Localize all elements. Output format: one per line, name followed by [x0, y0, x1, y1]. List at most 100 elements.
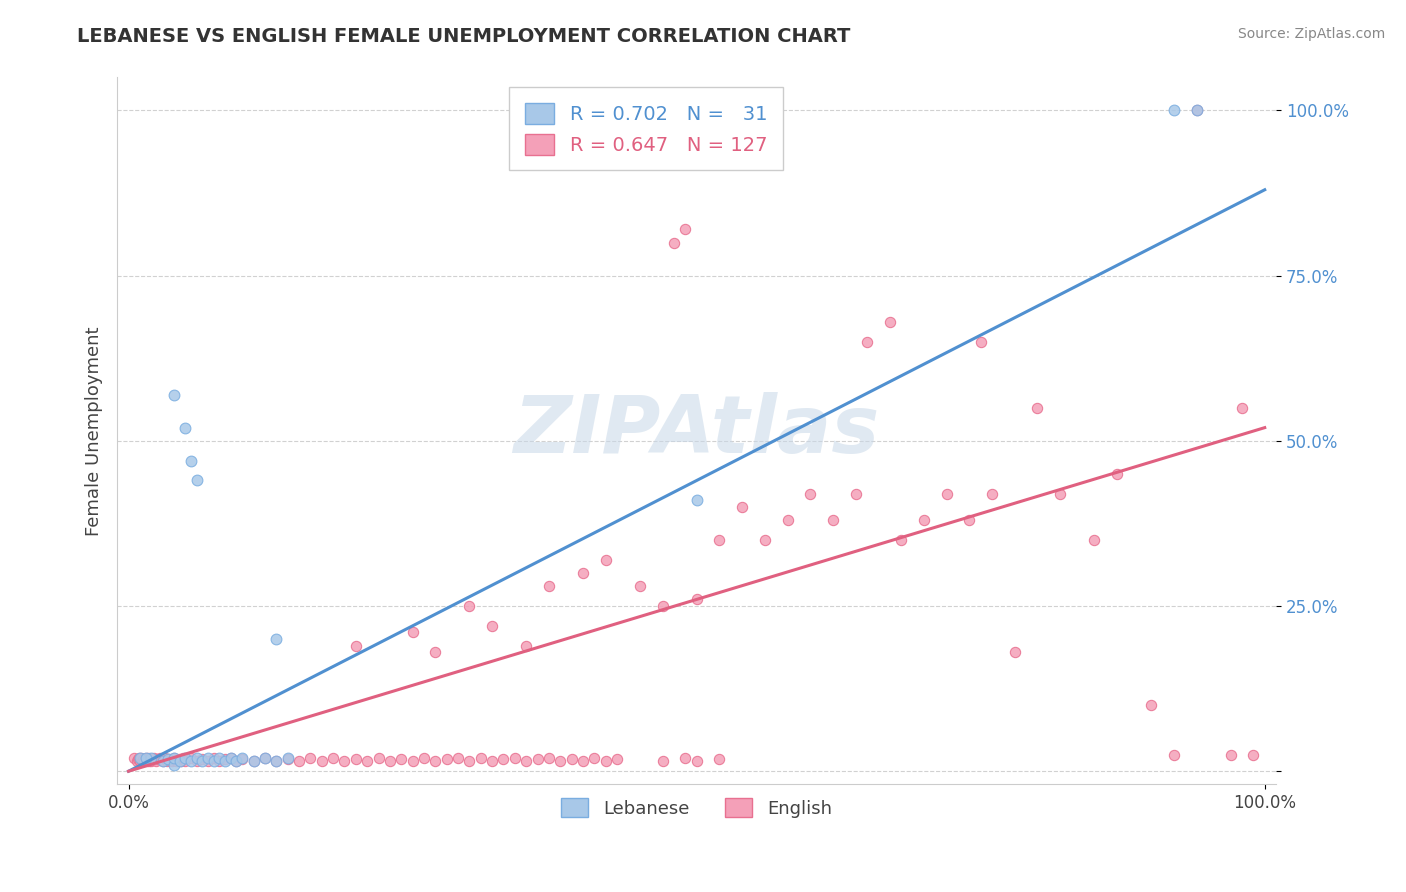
- Point: [174, 751, 197, 765]
- Point: [131, 754, 153, 768]
- Point: [503, 751, 526, 765]
- Point: [186, 751, 208, 765]
- Point: [139, 752, 162, 766]
- Point: [170, 754, 193, 768]
- Point: [146, 752, 169, 766]
- Point: [367, 751, 389, 765]
- Point: [662, 235, 685, 250]
- Point: [160, 754, 183, 768]
- Point: [156, 754, 179, 768]
- Point: [628, 579, 651, 593]
- Point: [799, 486, 821, 500]
- Point: [1105, 467, 1128, 481]
- Point: [197, 754, 219, 768]
- Point: [595, 553, 617, 567]
- Point: [1230, 401, 1253, 415]
- Point: [673, 222, 696, 236]
- Point: [152, 754, 174, 768]
- Point: [138, 754, 160, 768]
- Point: [1083, 533, 1105, 547]
- Point: [165, 754, 187, 768]
- Point: [264, 632, 287, 646]
- Point: [219, 751, 242, 765]
- Point: [180, 754, 202, 768]
- Point: [169, 754, 191, 768]
- Point: [167, 752, 190, 766]
- Point: [242, 754, 264, 768]
- Point: [159, 752, 181, 766]
- Point: [208, 754, 231, 768]
- Point: [447, 751, 470, 765]
- Text: Source: ZipAtlas.com: Source: ZipAtlas.com: [1237, 27, 1385, 41]
- Point: [912, 513, 935, 527]
- Point: [856, 334, 879, 349]
- Point: [344, 752, 367, 766]
- Point: [515, 639, 537, 653]
- Point: [186, 474, 208, 488]
- Point: [180, 751, 202, 765]
- Point: [537, 579, 560, 593]
- Point: [311, 754, 333, 768]
- Text: ZIPAtlas: ZIPAtlas: [513, 392, 880, 470]
- Point: [583, 751, 606, 765]
- Point: [264, 754, 287, 768]
- Point: [685, 493, 707, 508]
- Point: [191, 752, 214, 766]
- Point: [288, 754, 311, 768]
- Point: [845, 486, 868, 500]
- Point: [458, 754, 481, 768]
- Point: [458, 599, 481, 613]
- Point: [344, 639, 367, 653]
- Point: [526, 752, 548, 766]
- Point: [231, 751, 253, 765]
- Point: [481, 754, 503, 768]
- Point: [470, 751, 492, 765]
- Point: [356, 754, 378, 768]
- Legend: Lebanese, English: Lebanese, English: [554, 790, 839, 825]
- Point: [135, 751, 157, 765]
- Point: [673, 751, 696, 765]
- Point: [135, 751, 157, 765]
- Point: [935, 486, 957, 500]
- Point: [378, 754, 401, 768]
- Point: [754, 533, 776, 547]
- Point: [145, 754, 167, 768]
- Point: [129, 754, 152, 768]
- Point: [127, 752, 149, 766]
- Point: [1163, 103, 1185, 118]
- Point: [219, 751, 242, 765]
- Point: [685, 592, 707, 607]
- Point: [231, 752, 253, 766]
- Point: [174, 754, 197, 768]
- Point: [264, 754, 287, 768]
- Point: [1241, 747, 1264, 762]
- Point: [389, 752, 412, 766]
- Point: [202, 751, 225, 765]
- Point: [152, 754, 174, 768]
- Point: [141, 754, 163, 768]
- Point: [1219, 747, 1241, 762]
- Point: [595, 754, 617, 768]
- Y-axis label: Female Unemployment: Female Unemployment: [86, 326, 103, 536]
- Point: [890, 533, 912, 547]
- Point: [970, 334, 993, 349]
- Point: [550, 754, 572, 768]
- Point: [129, 751, 152, 765]
- Point: [401, 754, 423, 768]
- Point: [561, 752, 583, 766]
- Point: [132, 752, 155, 766]
- Point: [208, 751, 231, 765]
- Point: [163, 751, 186, 765]
- Point: [214, 752, 236, 766]
- Point: [225, 754, 247, 768]
- Point: [481, 619, 503, 633]
- Point: [277, 752, 299, 766]
- Point: [299, 751, 322, 765]
- Point: [163, 751, 186, 765]
- Point: [572, 754, 595, 768]
- Point: [572, 566, 595, 580]
- Point: [157, 752, 180, 766]
- Point: [174, 420, 197, 434]
- Point: [214, 754, 236, 768]
- Point: [1049, 486, 1071, 500]
